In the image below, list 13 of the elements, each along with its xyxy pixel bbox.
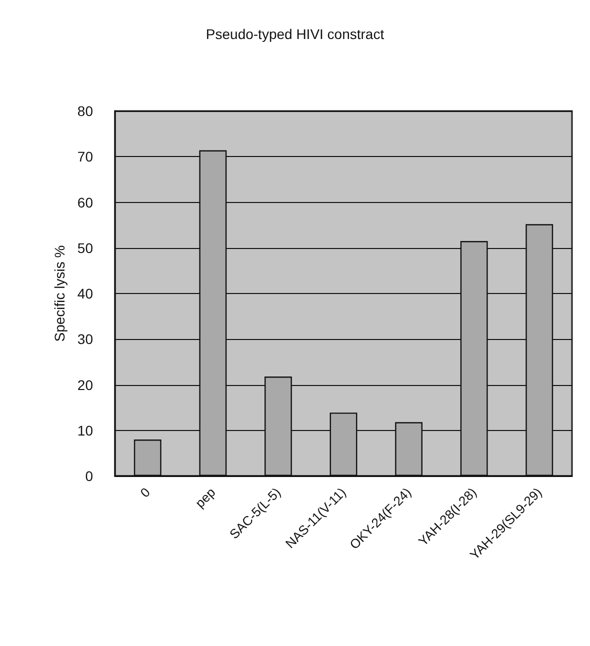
chart-title: Pseudo-typed HIVI constract	[206, 26, 384, 42]
y-tick-label: 80	[77, 103, 94, 119]
x-tick-label: pep	[192, 484, 218, 511]
y-tick-label: 70	[77, 148, 94, 165]
y-tick-label: 10	[77, 422, 94, 438]
y-tick-label: 50	[77, 240, 94, 256]
y-tick-label: 30	[77, 331, 94, 348]
y-tick-label: 0	[85, 468, 94, 484]
y-tick-label: 40	[77, 286, 94, 302]
x-tick-label: 0	[137, 484, 153, 500]
y-tick-label: 20	[77, 376, 94, 393]
y-axis-title: Specific lysis %	[52, 245, 68, 342]
y-tick-label: 60	[77, 194, 94, 210]
